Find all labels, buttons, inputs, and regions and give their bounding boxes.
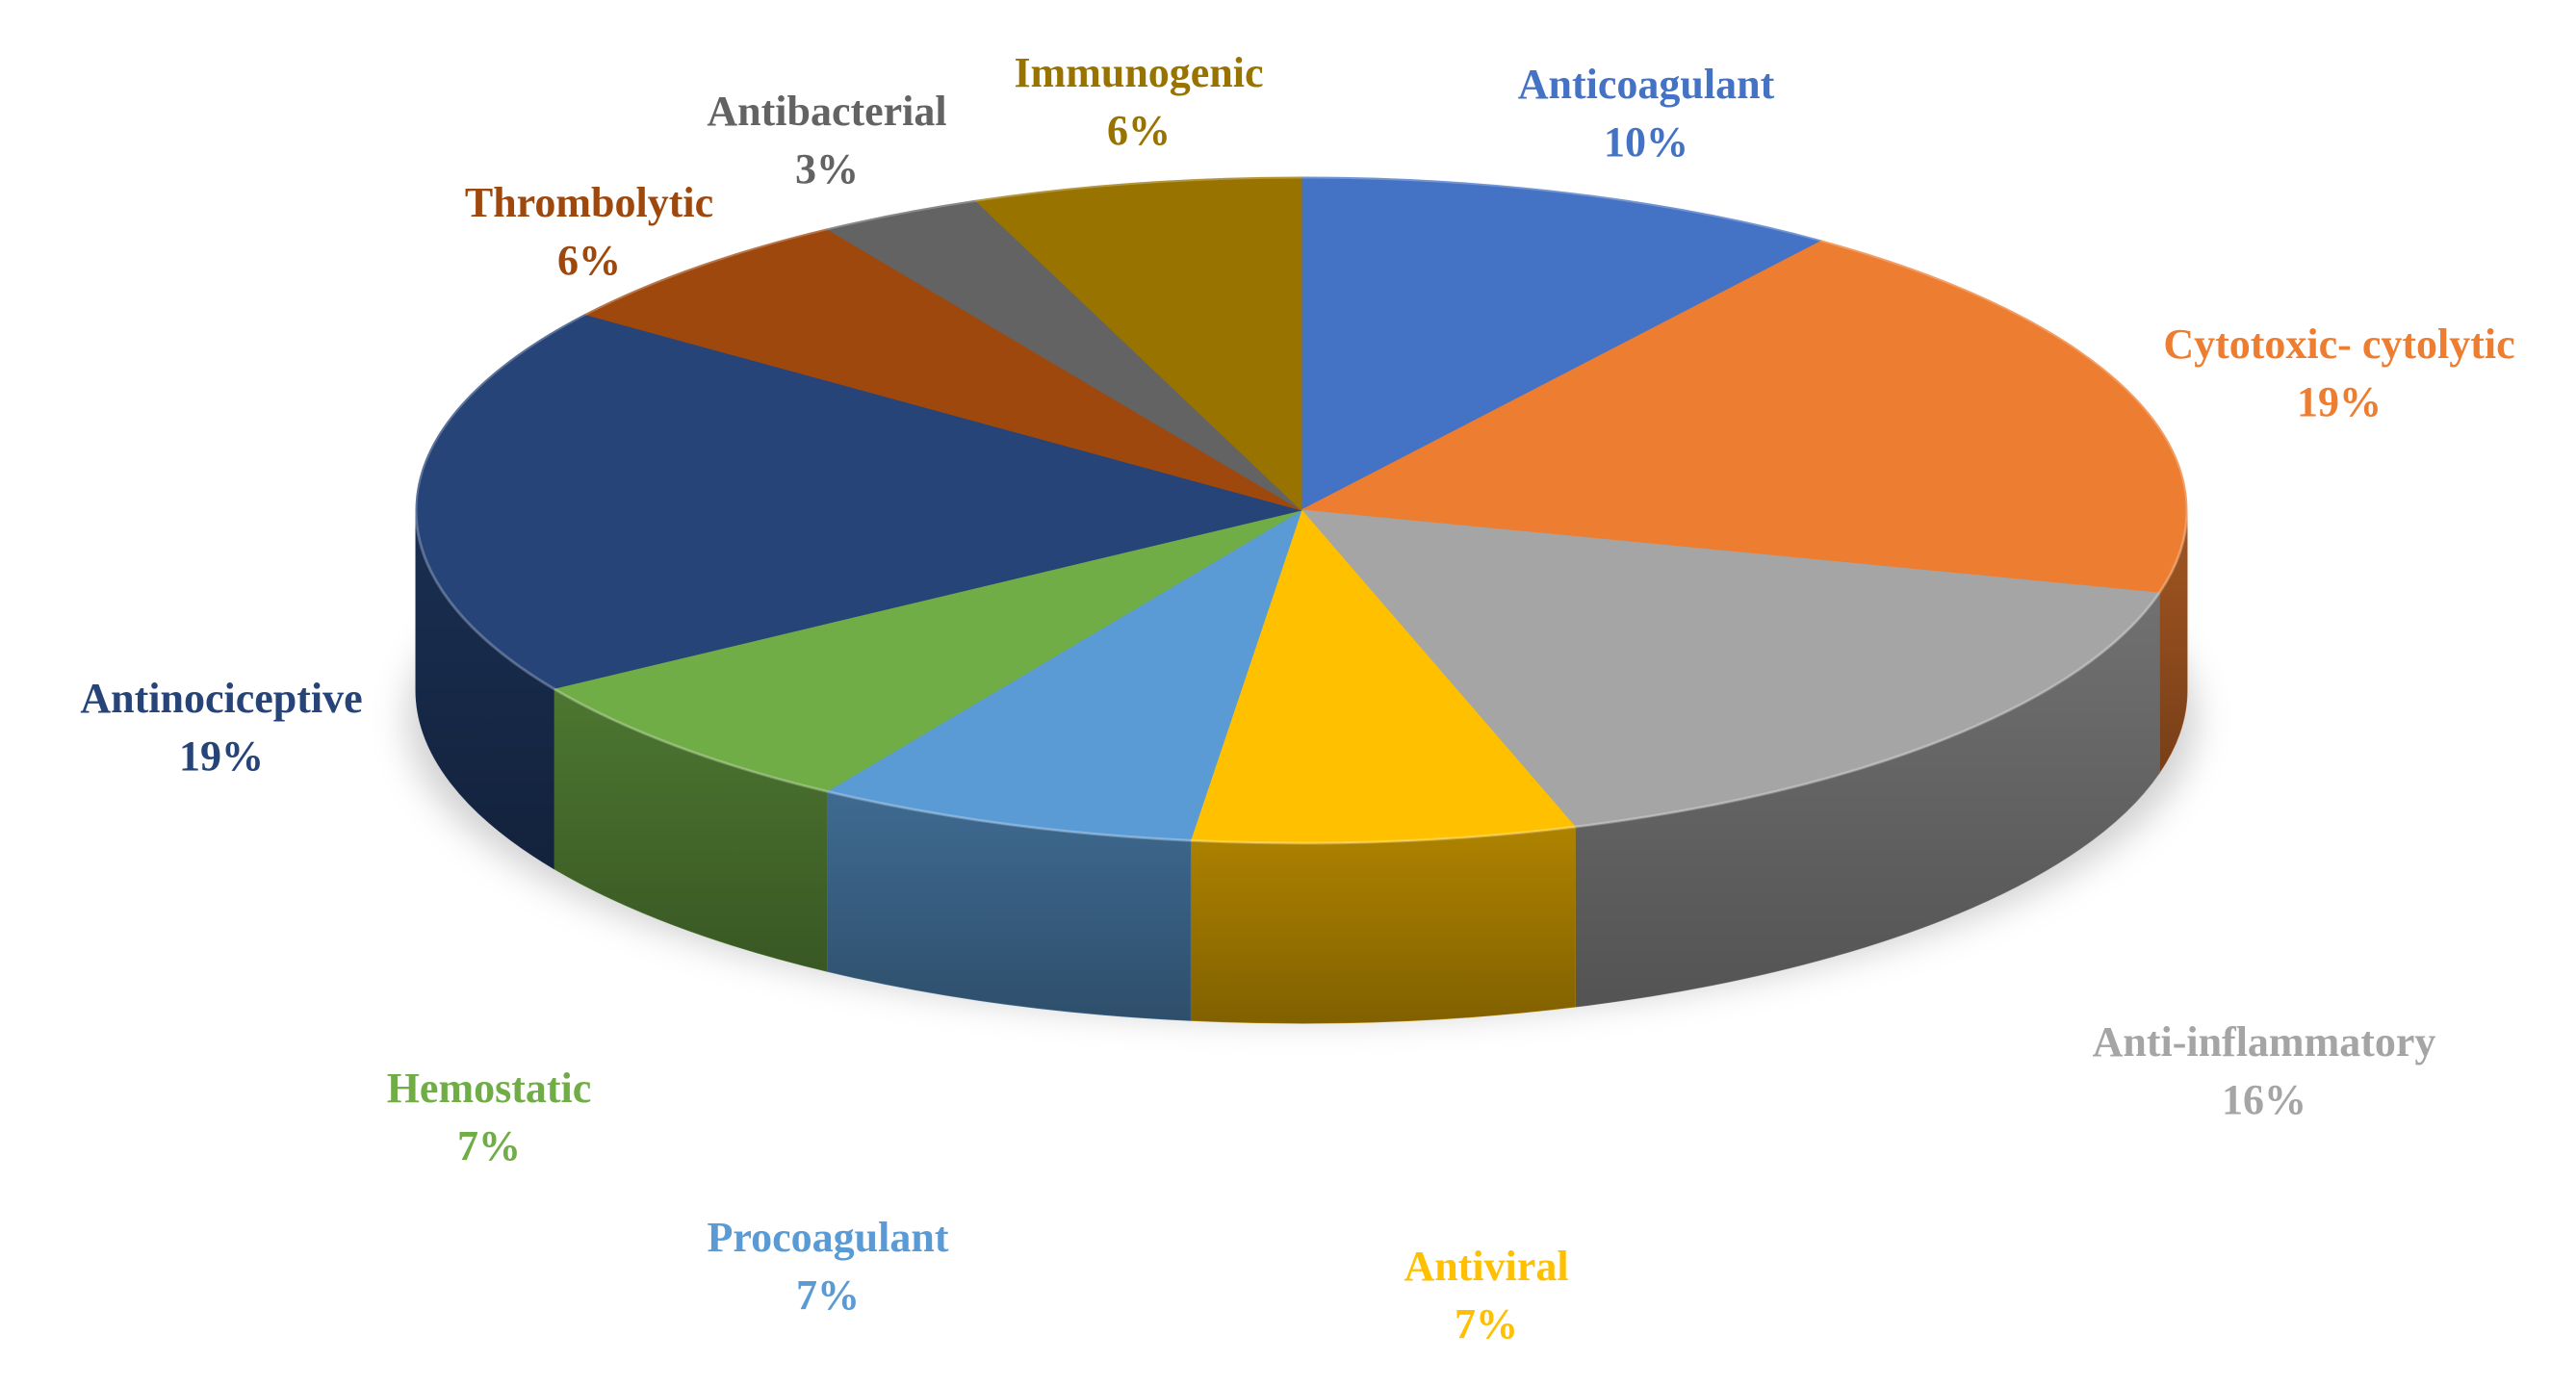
pie-slice-antiviral [1190,509,1577,844]
slice-label-antiviral: Antiviral [1404,1243,1568,1290]
slice-value-hemostatic: 7% [457,1122,521,1169]
slice-value-anticoagulant: 10% [1604,118,1688,166]
slice-label-anticoagulant: Anticoagulant [1518,61,1775,108]
pie-slice-side-shade-procoagulant [827,791,1191,1021]
pie-slice-antinociceptive [415,314,1302,689]
pie-slice-procoagulant [825,508,1302,841]
pie-slice-side-shade-antiviral [1190,827,1576,1023]
pie-slice-side-shade-hemostatic [554,688,828,972]
slice-label-hemostatic: Hemostatic [387,1065,592,1112]
pie-slice-hemostatic [552,509,1302,792]
slice-label-immunogenic: Immunogenic [1014,49,1263,96]
slice-value-cytotoxic-cytolytic: 19% [2297,378,2382,425]
slice-label-procoagulant: Procoagulant [708,1214,949,1261]
pie-slice-side-shade-antinociceptive [416,510,554,869]
slice-label-antinociceptive: Antinociceptive [80,675,362,722]
pie-slice-immunogenic [974,176,1302,512]
slice-value-procoagulant: 7% [796,1271,860,1319]
slice-value-anti-inflammatory: 16% [2222,1076,2306,1123]
pie-slice-cytotoxic-cytolytic [1300,240,2188,594]
slice-value-antinociceptive: 19% [179,732,264,780]
slice-value-antibacterial: 3% [795,145,859,193]
pie-slice-side-shade-cytotoxic-cytolytic [2159,510,2187,774]
slice-label-antibacterial: Antibacterial [707,88,946,135]
slice-label-cytotoxic-cytolytic: Cytotoxic- cytolytic [2163,321,2514,368]
pie-slice-anticoagulant [1301,176,1824,511]
slice-value-thrombolytic: 6% [557,237,621,284]
slice-value-antiviral: 7% [1455,1300,1518,1348]
pie-slice-thrombolytic [583,228,1302,511]
slice-value-immunogenic: 6% [1107,107,1171,154]
slice-label-anti-inflammatory: Anti-inflammatory [2093,1018,2436,1066]
slice-label-thrombolytic: Thrombolytic [465,179,713,226]
pie-rim [414,175,2189,845]
pie-slice-side-shade-anti-inflammatory [1575,593,2160,1008]
pie-slice-anti-inflammatory [1300,509,2160,828]
